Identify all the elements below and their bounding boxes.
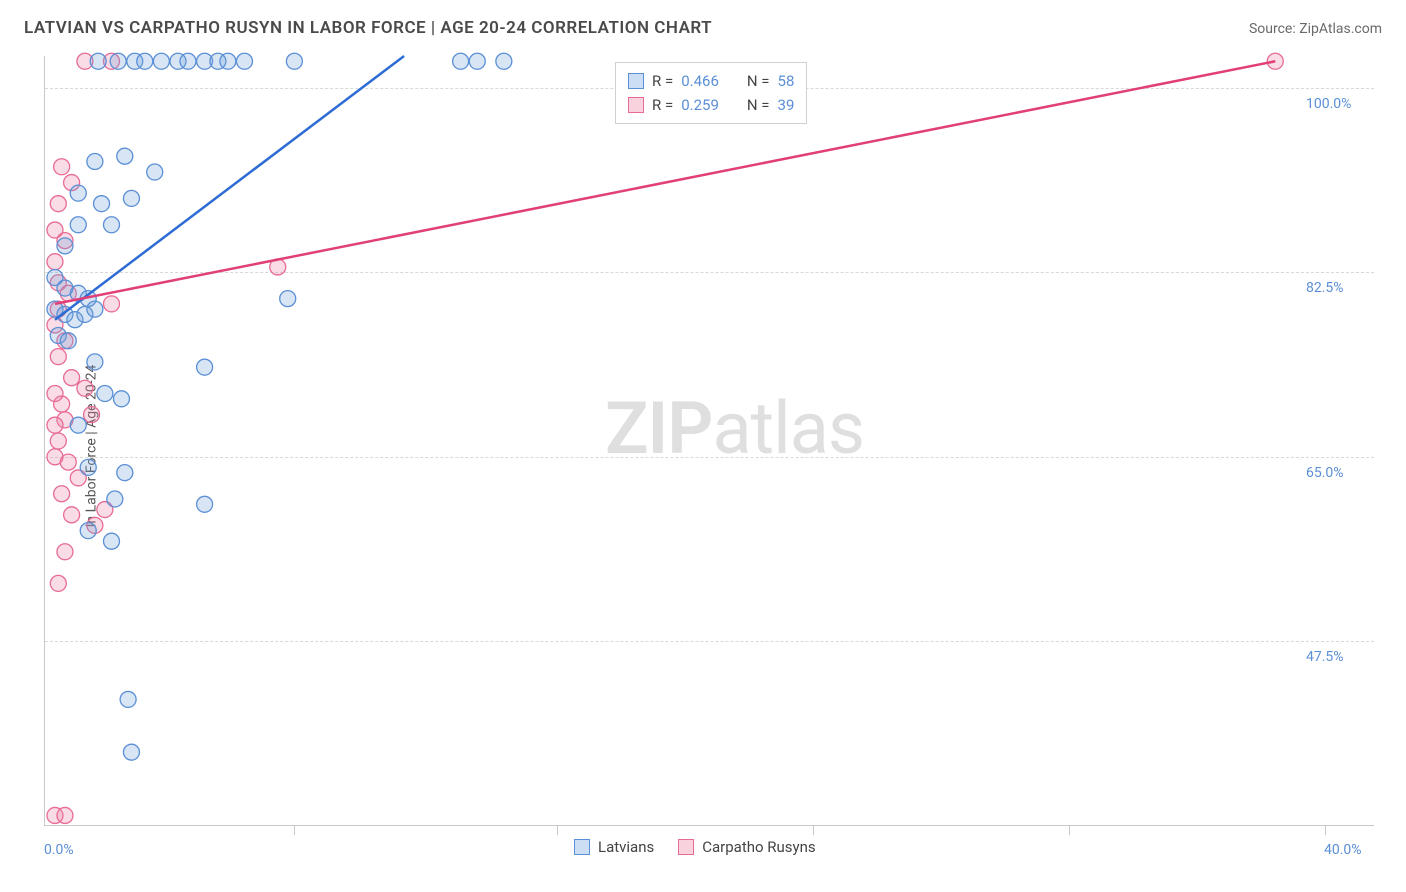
source-name: ZipAtlas.com <box>1299 21 1382 37</box>
data-point <box>496 53 512 69</box>
data-point <box>117 465 133 481</box>
data-point <box>280 291 296 307</box>
data-point <box>123 190 139 206</box>
data-point <box>54 159 70 175</box>
r-value: 0.466 <box>681 69 719 93</box>
data-point <box>57 544 73 560</box>
data-point <box>197 496 213 512</box>
x-tick <box>294 825 295 835</box>
data-point <box>80 459 96 475</box>
source-label: Source: <box>1249 21 1296 37</box>
x-tick-label: 40.0% <box>1324 842 1362 858</box>
n-value: 39 <box>778 93 795 117</box>
y-tick-label: 47.5% <box>1306 649 1344 665</box>
chart-title: LATVIAN VS CARPATHO RUSYN IN LABOR FORCE… <box>24 18 712 38</box>
x-tick <box>557 825 558 835</box>
data-point <box>70 417 86 433</box>
trend-line <box>55 56 404 320</box>
data-point <box>90 53 106 69</box>
x-tick-label: 0.0% <box>44 842 74 858</box>
data-point <box>47 254 63 270</box>
y-tick-label: 82.5% <box>1306 280 1344 296</box>
r-value: 0.259 <box>681 93 719 117</box>
data-point <box>153 53 169 69</box>
stats-row: R = 0.259 N = 39 <box>628 93 794 117</box>
n-label: N = <box>747 69 770 93</box>
y-tick-label: 100.0% <box>1306 96 1351 112</box>
legend-item: Carpatho Rusyns <box>678 838 815 856</box>
x-tick <box>1325 825 1326 835</box>
data-point <box>137 53 153 69</box>
data-point <box>120 691 136 707</box>
data-point <box>237 53 253 69</box>
data-point <box>57 238 73 254</box>
data-point <box>54 486 70 502</box>
y-tick-label: 65.0% <box>1306 465 1344 481</box>
data-point <box>47 449 63 465</box>
source-attribution: Source: ZipAtlas.com <box>1249 21 1382 37</box>
data-point <box>57 807 73 823</box>
data-point <box>104 217 120 233</box>
data-point <box>77 380 93 396</box>
data-point <box>220 53 236 69</box>
data-point <box>453 53 469 69</box>
data-point <box>60 333 76 349</box>
stats-row: R = 0.466 N = 58 <box>628 69 794 93</box>
swatch-blue-icon <box>574 839 590 855</box>
x-tick <box>1069 825 1070 835</box>
data-point <box>94 196 110 212</box>
data-point <box>469 53 485 69</box>
data-point <box>87 354 103 370</box>
data-point <box>84 407 100 423</box>
data-point <box>104 296 120 312</box>
data-point <box>110 53 126 69</box>
data-point <box>50 575 66 591</box>
data-point <box>80 523 96 539</box>
data-point <box>47 417 63 433</box>
swatch-pink-icon <box>678 839 694 855</box>
data-point <box>50 196 66 212</box>
data-point <box>47 386 63 402</box>
legend-label: Carpatho Rusyns <box>702 838 815 856</box>
data-point <box>64 507 80 523</box>
legend-label: Latvians <box>598 838 654 856</box>
data-point <box>197 359 213 375</box>
data-point <box>286 53 302 69</box>
data-point <box>104 533 120 549</box>
data-point <box>147 164 163 180</box>
data-point <box>107 491 123 507</box>
r-label: R = <box>652 93 673 117</box>
data-point <box>123 744 139 760</box>
data-point <box>70 185 86 201</box>
plot-area: ZIPatlas R =0.466N =58R =0.259N =39 <box>44 56 1374 826</box>
swatch-pink-icon <box>628 97 644 113</box>
scatter-svg <box>45 56 1374 825</box>
data-point <box>87 301 103 317</box>
data-point <box>64 370 80 386</box>
data-point <box>50 349 66 365</box>
series-legend: Latvians Carpatho Rusyns <box>574 838 816 856</box>
data-point <box>70 217 86 233</box>
data-point <box>87 153 103 169</box>
data-point <box>180 53 196 69</box>
n-value: 58 <box>778 69 795 93</box>
data-point <box>117 148 133 164</box>
swatch-blue-icon <box>628 73 644 89</box>
n-label: N = <box>747 93 770 117</box>
r-label: R = <box>652 69 673 93</box>
stats-legend: R = 0.466 N = 58 R = 0.259 N = 39 <box>615 62 807 124</box>
data-point <box>50 433 66 449</box>
data-point <box>113 391 129 407</box>
data-point <box>97 386 113 402</box>
legend-item: Latvians <box>574 838 654 856</box>
x-tick <box>813 825 814 835</box>
